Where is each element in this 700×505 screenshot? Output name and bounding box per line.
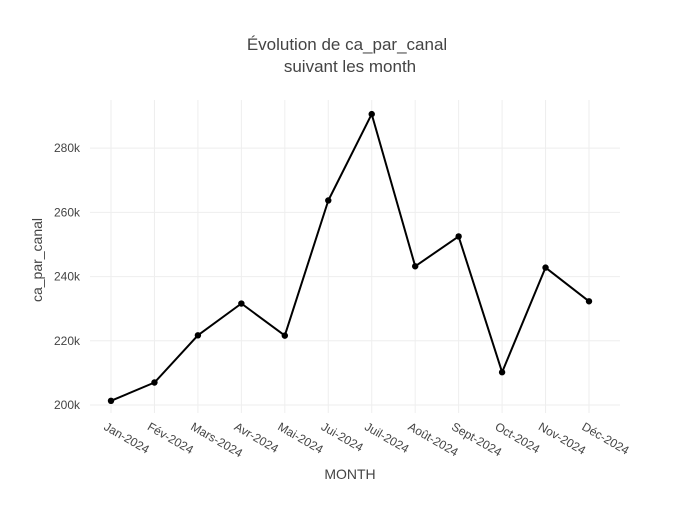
data-point [238,300,245,307]
chart-title-line-2: suivant les month [284,57,416,76]
data-point [411,263,419,270]
data-point [325,197,332,204]
y-tick-label: 260k [54,205,81,219]
grid-layer [90,100,620,413]
data-point [455,233,462,240]
data-point [151,379,158,386]
y-tick-label: 240k [54,270,81,284]
y-tick-label: 200k [54,398,81,412]
chart-title-line-1: Évolution de ca_par_canal [247,35,447,54]
data-point [194,332,202,339]
data-point [107,397,115,405]
series-line [110,113,590,402]
y-axis-ticks: 200k 220k 240k 260k 280k [54,141,81,412]
data-point [498,369,506,376]
y-axis-label: ca_par_canal [29,218,45,302]
data-point [368,110,375,118]
y-tick-label: 280k [54,141,81,155]
data-point [281,332,289,339]
series-layer [107,110,593,405]
data-point [585,298,593,305]
data-point [542,264,549,271]
y-tick-label: 220k [54,334,81,348]
x-axis-label: MONTH [324,466,375,482]
